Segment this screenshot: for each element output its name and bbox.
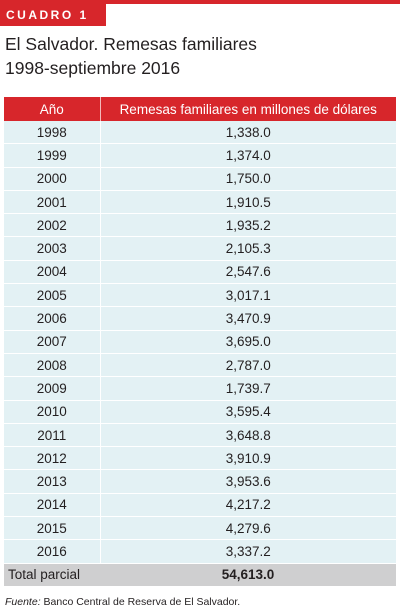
table-row: 2011 3,648.8 [4, 423, 396, 448]
remittance-value-cell: 3,695.0 [100, 330, 396, 354]
remittance-value-cell: 1,338.0 [100, 121, 396, 145]
year-cell: 2010 [4, 400, 101, 424]
remittance-value-cell: 4,217.2 [100, 493, 396, 518]
total-label: Total parcial [4, 562, 100, 586]
remittance-value-cell: 2,547.6 [100, 260, 396, 285]
table-row: 2012 3,910.9 [4, 446, 396, 471]
table-body: 1998 1,338.0 1999 1,374.0 2000 1,750.0 2001 1,9… [4, 121, 396, 564]
top-accent-bar [0, 0, 400, 4]
table-row: 2001 1,910.5 [4, 190, 396, 215]
header-row: Año Remesas familiares en millones de dó… [4, 97, 396, 121]
table-row: 2000 1,750.0 [4, 167, 396, 191]
year-cell: 2008 [4, 353, 101, 378]
year-cell: 2015 [4, 516, 101, 541]
year-cell: 2000 [4, 167, 101, 191]
title-line-1: El Salvador. Remesas familiares [5, 34, 257, 54]
year-cell: 2009 [4, 376, 101, 401]
source-label: Fuente: [5, 596, 41, 608]
remittance-value-cell: 4,279.6 [100, 516, 396, 541]
total-row: Total parcial 54,613.0 [4, 562, 396, 586]
table-row: 2005 3,017.1 [4, 283, 396, 308]
total-value: 54,613.0 [100, 562, 396, 586]
remittance-value-cell: 3,595.4 [100, 400, 396, 424]
table-title: El Salvador. Remesas familiares 1998-sep… [5, 32, 395, 80]
remittances-table-wrapper: Año Remesas familiares en millones de dó… [4, 97, 396, 586]
column-header-remittances: Remesas familiares en millones de dólare… [100, 97, 396, 121]
remittance-value-cell: 1,739.7 [100, 376, 396, 401]
year-cell: 2002 [4, 213, 101, 238]
table-row: 2013 3,953.6 [4, 469, 396, 494]
year-cell: 2003 [4, 236, 101, 261]
year-cell: 2004 [4, 260, 101, 285]
remittance-value-cell: 3,337.2 [100, 539, 396, 564]
table-row: 2006 3,470.9 [4, 306, 396, 331]
year-cell: 2013 [4, 469, 101, 494]
year-cell: 2005 [4, 283, 101, 308]
table-row: 2004 2,547.6 [4, 260, 396, 285]
year-cell: 1999 [4, 143, 101, 168]
table-row: 2009 1,739.7 [4, 376, 396, 401]
column-header-year: Año [4, 97, 101, 121]
remittance-value-cell: 3,648.8 [100, 423, 396, 448]
year-cell: 2007 [4, 330, 101, 354]
table-row: 2010 3,595.4 [4, 400, 396, 424]
source-note: Fuente: Banco Central de Reserva de El S… [5, 596, 240, 608]
year-cell: 1998 [4, 121, 101, 145]
table-row: 2003 2,105.3 [4, 236, 396, 261]
table-row: 2008 2,787.0 [4, 353, 396, 378]
year-cell: 2006 [4, 306, 101, 331]
year-cell: 2001 [4, 190, 101, 215]
table-row: 1998 1,338.0 [4, 121, 396, 145]
year-cell: 2012 [4, 446, 101, 471]
year-cell: 2014 [4, 493, 101, 518]
table-row: 2015 4,279.6 [4, 516, 396, 541]
remittance-value-cell: 1,374.0 [100, 143, 396, 168]
remittance-value-cell: 3,470.9 [100, 306, 396, 331]
remittances-table: Año Remesas familiares en millones de dó… [4, 97, 396, 586]
year-cell: 2011 [4, 423, 101, 448]
year-cell: 2016 [4, 539, 101, 564]
table-row: 2002 1,935.2 [4, 213, 396, 238]
remittance-value-cell: 1,935.2 [100, 213, 396, 238]
remittance-value-cell: 3,953.6 [100, 469, 396, 494]
remittance-value-cell: 2,787.0 [100, 353, 396, 378]
title-line-2: 1998-septiembre 2016 [5, 58, 181, 78]
table-row: 2007 3,695.0 [4, 330, 396, 354]
table-row: 2014 4,217.2 [4, 493, 396, 518]
remittance-value-cell: 3,017.1 [100, 283, 396, 308]
table-row: 2016 3,337.2 [4, 539, 396, 564]
remittance-value-cell: 3,910.9 [100, 446, 396, 471]
source-text: Banco Central de Reserva de El Salvador. [43, 596, 241, 608]
table-row: 1999 1,374.0 [4, 143, 396, 168]
table-badge: CUADRO 1 [0, 4, 106, 26]
remittance-value-cell: 2,105.3 [100, 236, 396, 261]
remittance-value-cell: 1,750.0 [100, 167, 396, 191]
remittance-value-cell: 1,910.5 [100, 190, 396, 215]
